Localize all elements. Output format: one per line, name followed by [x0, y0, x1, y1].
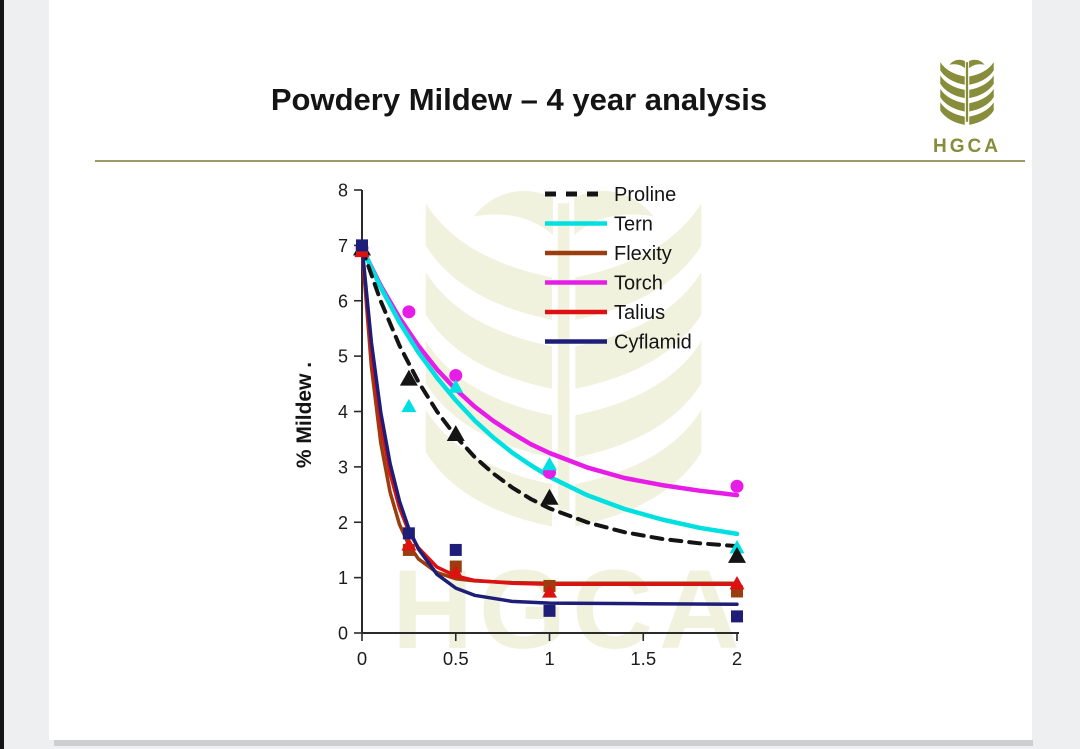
- legend-item-flexity: Flexity: [545, 243, 672, 265]
- chart-plot: [353, 239, 746, 623]
- y-tick-label: 5: [338, 347, 348, 367]
- slide: Powdery Mildew – 4 year analysis HGCA HG…: [49, 0, 1032, 740]
- legend-label: Tern: [614, 214, 653, 236]
- slide-title: Powdery Mildew – 4 year analysis: [270, 82, 768, 117]
- x-tick-label: 0: [357, 648, 367, 669]
- legend-item-tern: Tern: [545, 214, 653, 236]
- y-tick-label: 3: [338, 457, 348, 477]
- legend-item-proline: Proline: [545, 184, 676, 206]
- chart-axes: 0 1 2 3 4 5 6 7 8 0 0.5 1 1.5 2: [338, 181, 742, 670]
- x-tick-label: 1: [544, 648, 554, 669]
- x-tick-label: 2: [732, 648, 742, 669]
- legend-label: Torch: [614, 273, 663, 295]
- slide-shadow: [54, 740, 1033, 746]
- y-tick-label: 8: [338, 181, 348, 201]
- y-tick-label: 1: [338, 568, 348, 588]
- legend-label: Talius: [614, 302, 665, 324]
- series-torch: [359, 245, 740, 498]
- series-cyflamid: [360, 244, 739, 606]
- x-tick-label: 1.5: [630, 648, 656, 669]
- wheat-icon: [940, 59, 994, 125]
- hgca-logo-text: HGCA: [933, 136, 1001, 157]
- series-tern: [359, 245, 740, 537]
- legend-label: Cyflamid: [614, 332, 692, 354]
- markers-cyflamid: [356, 239, 743, 623]
- chart-legend: Proline Tern Flexity Torch Talius Cyflamid: [545, 184, 692, 354]
- series-proline: [360, 246, 739, 549]
- legend-label: Flexity: [614, 243, 672, 265]
- x-tick-label: 0.5: [443, 648, 469, 669]
- mildew-chart: HGCA 0 1 2 3 4 5 6 7 8 0 0.5 1 1.5 2 Proline Tern Flexi…: [293, 181, 746, 672]
- y-tick-label: 2: [338, 513, 348, 533]
- legend-label: Proline: [614, 184, 676, 206]
- legend-item-torch: Torch: [545, 273, 663, 295]
- y-axis-label: % Mildew .: [293, 362, 316, 468]
- legend-item-cyflamid: Cyflamid: [545, 332, 692, 354]
- y-tick-label: 4: [338, 402, 348, 422]
- viewer-left-edge: [0, 0, 4, 749]
- y-tick-label: 7: [338, 236, 348, 256]
- legend-item-talius: Talius: [545, 302, 665, 324]
- title-divider: [95, 160, 1025, 162]
- y-tick-label: 6: [338, 291, 348, 311]
- watermark: HGCA: [392, 190, 740, 672]
- y-tick-label: 0: [338, 624, 348, 644]
- hgca-logo: HGCA: [919, 58, 1015, 158]
- series-talius: [360, 246, 739, 587]
